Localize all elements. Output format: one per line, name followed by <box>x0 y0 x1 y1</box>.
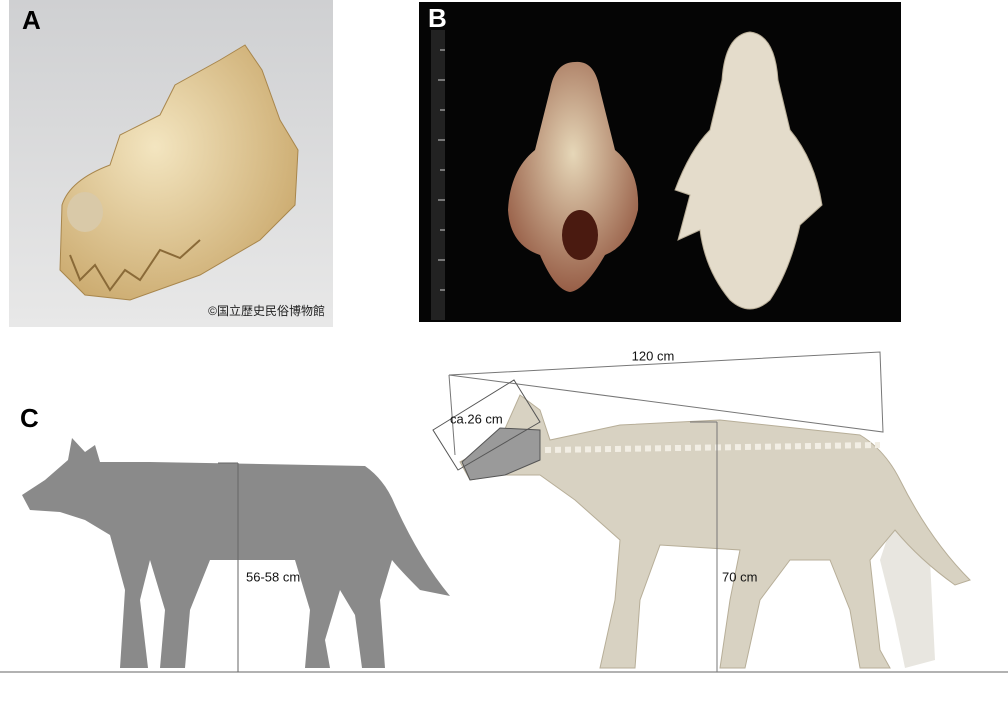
ruler-ticks <box>438 49 445 291</box>
teeth <box>69 239 201 292</box>
skull-overlay <box>461 427 541 481</box>
panel-label: B <box>428 3 447 33</box>
photo-credit: ©国立歴史民俗博物館 <box>208 303 325 318</box>
length-box-edge <box>448 374 456 456</box>
skull-cavity <box>562 210 598 260</box>
length-label: 120 cm <box>632 348 675 363</box>
panel-label: C <box>20 403 39 433</box>
skull-photo <box>59 44 299 301</box>
length-box <box>448 351 884 433</box>
panel-c: C 56-58 cm 120 cm ca.26 cm 70 cm <box>0 348 1008 673</box>
height-label: 70 cm <box>722 569 757 584</box>
skull-length-label: ca.26 cm <box>450 411 503 426</box>
hind-leg-shadow <box>880 500 935 668</box>
extinct-wolf-reconstruction <box>459 394 971 669</box>
panel-label: A <box>22 5 41 35</box>
skull-ventral <box>508 61 639 292</box>
spine <box>544 442 881 453</box>
panel-b: B <box>419 2 901 322</box>
height-label: 56-58 cm <box>246 569 300 584</box>
nasal-opening <box>67 192 103 232</box>
ruler <box>431 30 445 320</box>
skull-dorsal <box>674 31 823 310</box>
panel-a: A ©国立歴史民俗博物館 <box>9 0 333 327</box>
photo-background <box>419 2 901 322</box>
gray-wolf-silhouette <box>22 438 450 668</box>
skull-box <box>432 379 541 471</box>
